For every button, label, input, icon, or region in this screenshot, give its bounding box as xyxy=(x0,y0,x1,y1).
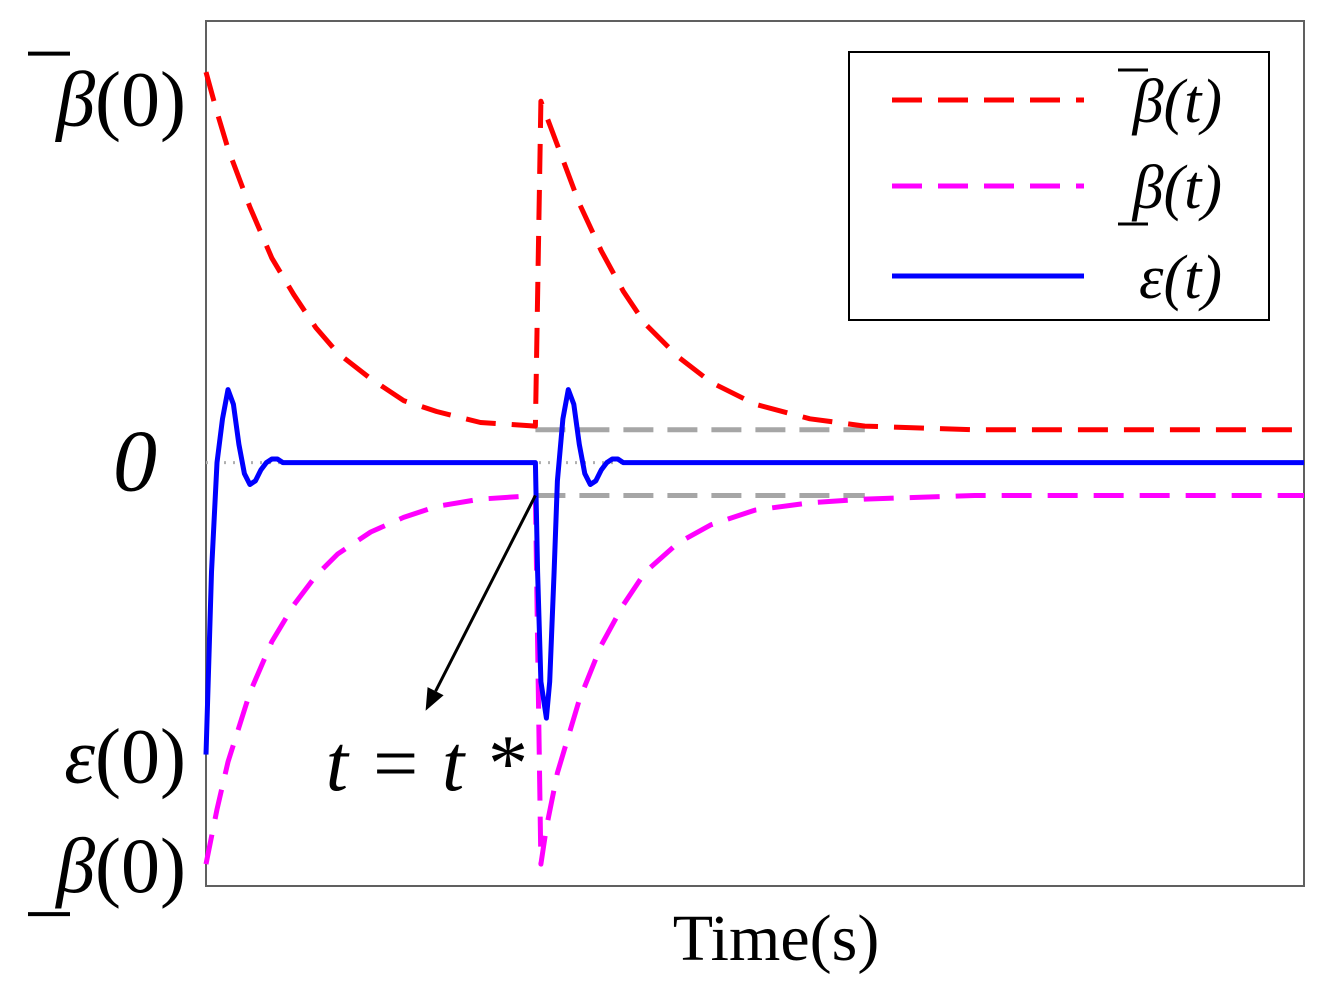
y-tick-label: 0 xyxy=(113,414,157,511)
y-tick-beta-lower-0: β(0) xyxy=(28,822,186,917)
t-star-label: t = t * xyxy=(326,720,524,808)
y-tick-label: β(0) xyxy=(54,56,186,143)
series-line-epsilon xyxy=(203,387,1304,755)
x-axis-label: Time(s) xyxy=(673,902,880,975)
y-tick-base: 0 xyxy=(113,414,157,511)
y-tick-arg: (0) xyxy=(95,822,186,909)
legend-label: ε(t) xyxy=(1139,244,1222,312)
t-star-arrow xyxy=(434,494,537,692)
legend: β(t) β(t) ε(t) xyxy=(848,51,1270,321)
series-line-beta-upper xyxy=(203,71,1304,433)
t-star-annotation: t = t * xyxy=(326,494,537,808)
y-tick-label: ε(0) xyxy=(64,713,186,800)
steady-state-reference-lines xyxy=(535,427,865,498)
legend-entry: ε(t) xyxy=(892,244,1222,312)
y-tick-base: β xyxy=(54,56,95,143)
plot-frame xyxy=(205,20,1305,887)
y-tick-labels: β(0)0ε(0)β(0) xyxy=(28,51,186,917)
legend-entry: β(t) xyxy=(892,154,1222,226)
y-tick-arg: (0) xyxy=(95,713,186,800)
y-tick-base: β xyxy=(54,822,95,909)
y-tick-base: ε xyxy=(64,713,95,800)
y-tick-arg: (0) xyxy=(95,56,186,143)
series-layer xyxy=(203,71,1304,867)
y-tick-zero: 0 xyxy=(113,414,157,511)
y-tick-beta-upper-0: β(0) xyxy=(28,51,186,143)
y-tick-eps-0: ε(0) xyxy=(64,713,186,800)
series-line-beta-lower xyxy=(203,493,1304,867)
legend-label: β(t) xyxy=(1132,68,1222,136)
legend-entry: β(t) xyxy=(892,68,1222,136)
y-tick-label: β(0) xyxy=(54,822,186,909)
legend-label: β(t) xyxy=(1132,154,1222,222)
plot-area: t = t * xyxy=(203,20,1305,887)
t-star-arrowhead xyxy=(425,687,444,711)
